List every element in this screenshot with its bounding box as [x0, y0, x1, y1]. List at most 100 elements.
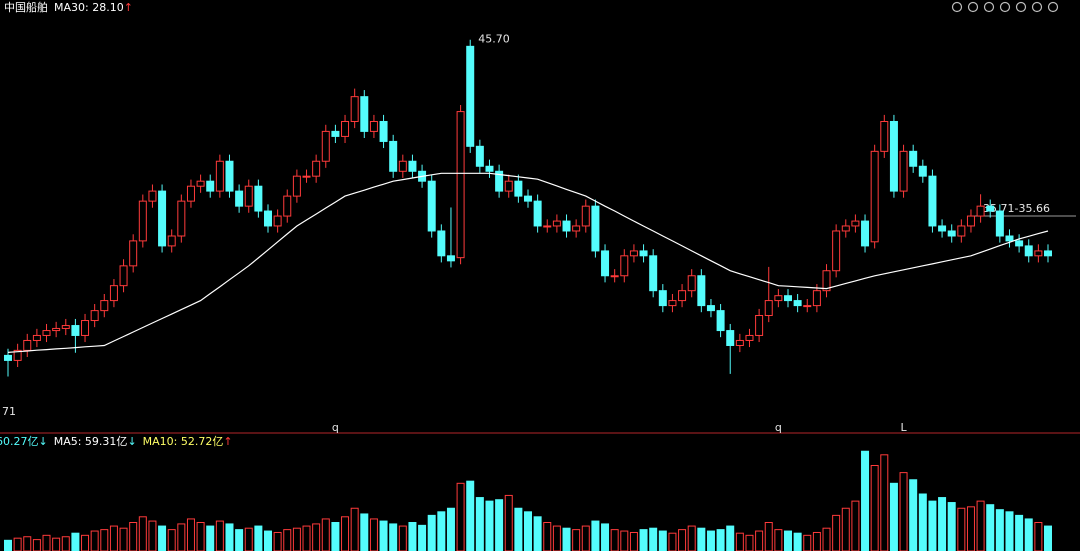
candle-body: [889, 120, 898, 192]
volume-bar: [495, 499, 504, 551]
volume-bar: [649, 527, 658, 551]
candle-body: [706, 305, 715, 312]
volume-bar: [32, 539, 41, 551]
volume-bar: [138, 516, 147, 551]
candle-body: [639, 250, 648, 257]
candle-body: [928, 175, 937, 227]
candle-body: [543, 225, 552, 228]
candle-body: [100, 300, 109, 312]
candle-body: [755, 315, 764, 336]
legend: 60.27亿↓ MA5: 59.31亿↓ MA10: 52.72亿↑: [0, 435, 233, 448]
volume-bar: [601, 523, 610, 551]
volume-bar: [158, 525, 167, 551]
volume-bar: [23, 536, 32, 551]
volume-bar: [947, 502, 956, 551]
icon-cross[interactable]: [1015, 1, 1027, 13]
volume-bar: [389, 523, 398, 551]
candle-body: [331, 130, 340, 137]
volume-bar: [812, 531, 821, 551]
volume-bar: [938, 497, 947, 551]
candle-body: [735, 339, 744, 346]
volume-bar: [1044, 525, 1052, 551]
volume-bar: [360, 513, 369, 551]
volume-bar: [71, 532, 80, 551]
candle-body: [109, 285, 118, 302]
candle-body: [1024, 245, 1033, 257]
volume-bar: [1024, 518, 1033, 551]
volume-bar: [100, 529, 109, 551]
volume-bar: [543, 522, 552, 551]
volume-bar: [764, 522, 773, 551]
volume-bar: [957, 507, 966, 551]
candle-body: [784, 295, 792, 302]
candle-body: [1005, 235, 1014, 242]
volume-bar: [215, 520, 224, 551]
candle-body: [90, 310, 99, 322]
volume-bar: [466, 480, 475, 551]
volume-bar: [841, 507, 850, 551]
candle-body: [379, 120, 388, 142]
candle-body: [312, 160, 321, 177]
candle-body: [389, 140, 398, 172]
candle-body: [745, 334, 754, 341]
candle-body: [302, 175, 311, 178]
candle-body: [369, 120, 378, 132]
candle-body: [504, 180, 513, 192]
candle-body: [475, 145, 484, 167]
volume-bar: [784, 530, 792, 551]
volume-bar: [129, 522, 138, 551]
volume-bar: [379, 520, 388, 551]
volume-bar: [986, 504, 995, 551]
volume-bar: [629, 531, 638, 551]
candle-body: [129, 240, 138, 267]
volume-bar: [398, 525, 407, 551]
volume-bar: [148, 520, 157, 551]
icon-select[interactable]: [999, 1, 1011, 13]
icon-hand[interactable]: [967, 1, 979, 13]
candle-body: [32, 334, 41, 341]
volume-bar: [678, 529, 687, 551]
candle-body: [899, 150, 908, 192]
volume-bar: [899, 472, 908, 551]
candle-body: [81, 320, 90, 336]
volume-bar: [706, 530, 715, 551]
volume-bar: [283, 529, 292, 551]
volume-bar: [350, 507, 359, 551]
legend-text: MA10: 52.72亿: [143, 435, 224, 448]
candle-body: [42, 330, 51, 336]
icon-more[interactable]: [1047, 1, 1059, 13]
volume-bar: [1034, 522, 1043, 551]
volume-bar: [697, 527, 706, 551]
volume-bar: [909, 479, 918, 551]
volume-bar: [244, 527, 253, 551]
volume-bar: [832, 514, 841, 551]
candle-body: [832, 230, 841, 272]
volume-bar: [851, 500, 860, 551]
volume-bar: [42, 534, 51, 551]
candle-body: [119, 265, 128, 287]
volume-bar: [918, 493, 927, 551]
volume-bar: [109, 525, 118, 551]
volume-bar: [186, 518, 195, 551]
chart-title: 中国船舶: [4, 0, 48, 14]
icon-settings[interactable]: [1031, 1, 1043, 13]
icon-eye[interactable]: [951, 1, 963, 13]
icon-play[interactable]: [983, 1, 995, 13]
volume-bar: [408, 522, 417, 551]
candle-body: [851, 220, 860, 227]
candle-body: [533, 200, 542, 227]
volume-bar: [81, 534, 90, 551]
volume-bar: [889, 482, 898, 551]
candle-body: [398, 160, 407, 172]
volume-bar: [167, 529, 176, 551]
candle-body: [976, 205, 985, 217]
volume-bar: [976, 500, 985, 551]
toolbar: [951, 1, 1059, 13]
candle-body: [581, 205, 590, 227]
volume-bar: [880, 454, 889, 551]
candle-body: [167, 235, 176, 247]
candle-body: [273, 215, 282, 227]
candle-body: [870, 150, 879, 243]
volume-bar: [870, 465, 879, 551]
candle-body: [13, 349, 22, 361]
